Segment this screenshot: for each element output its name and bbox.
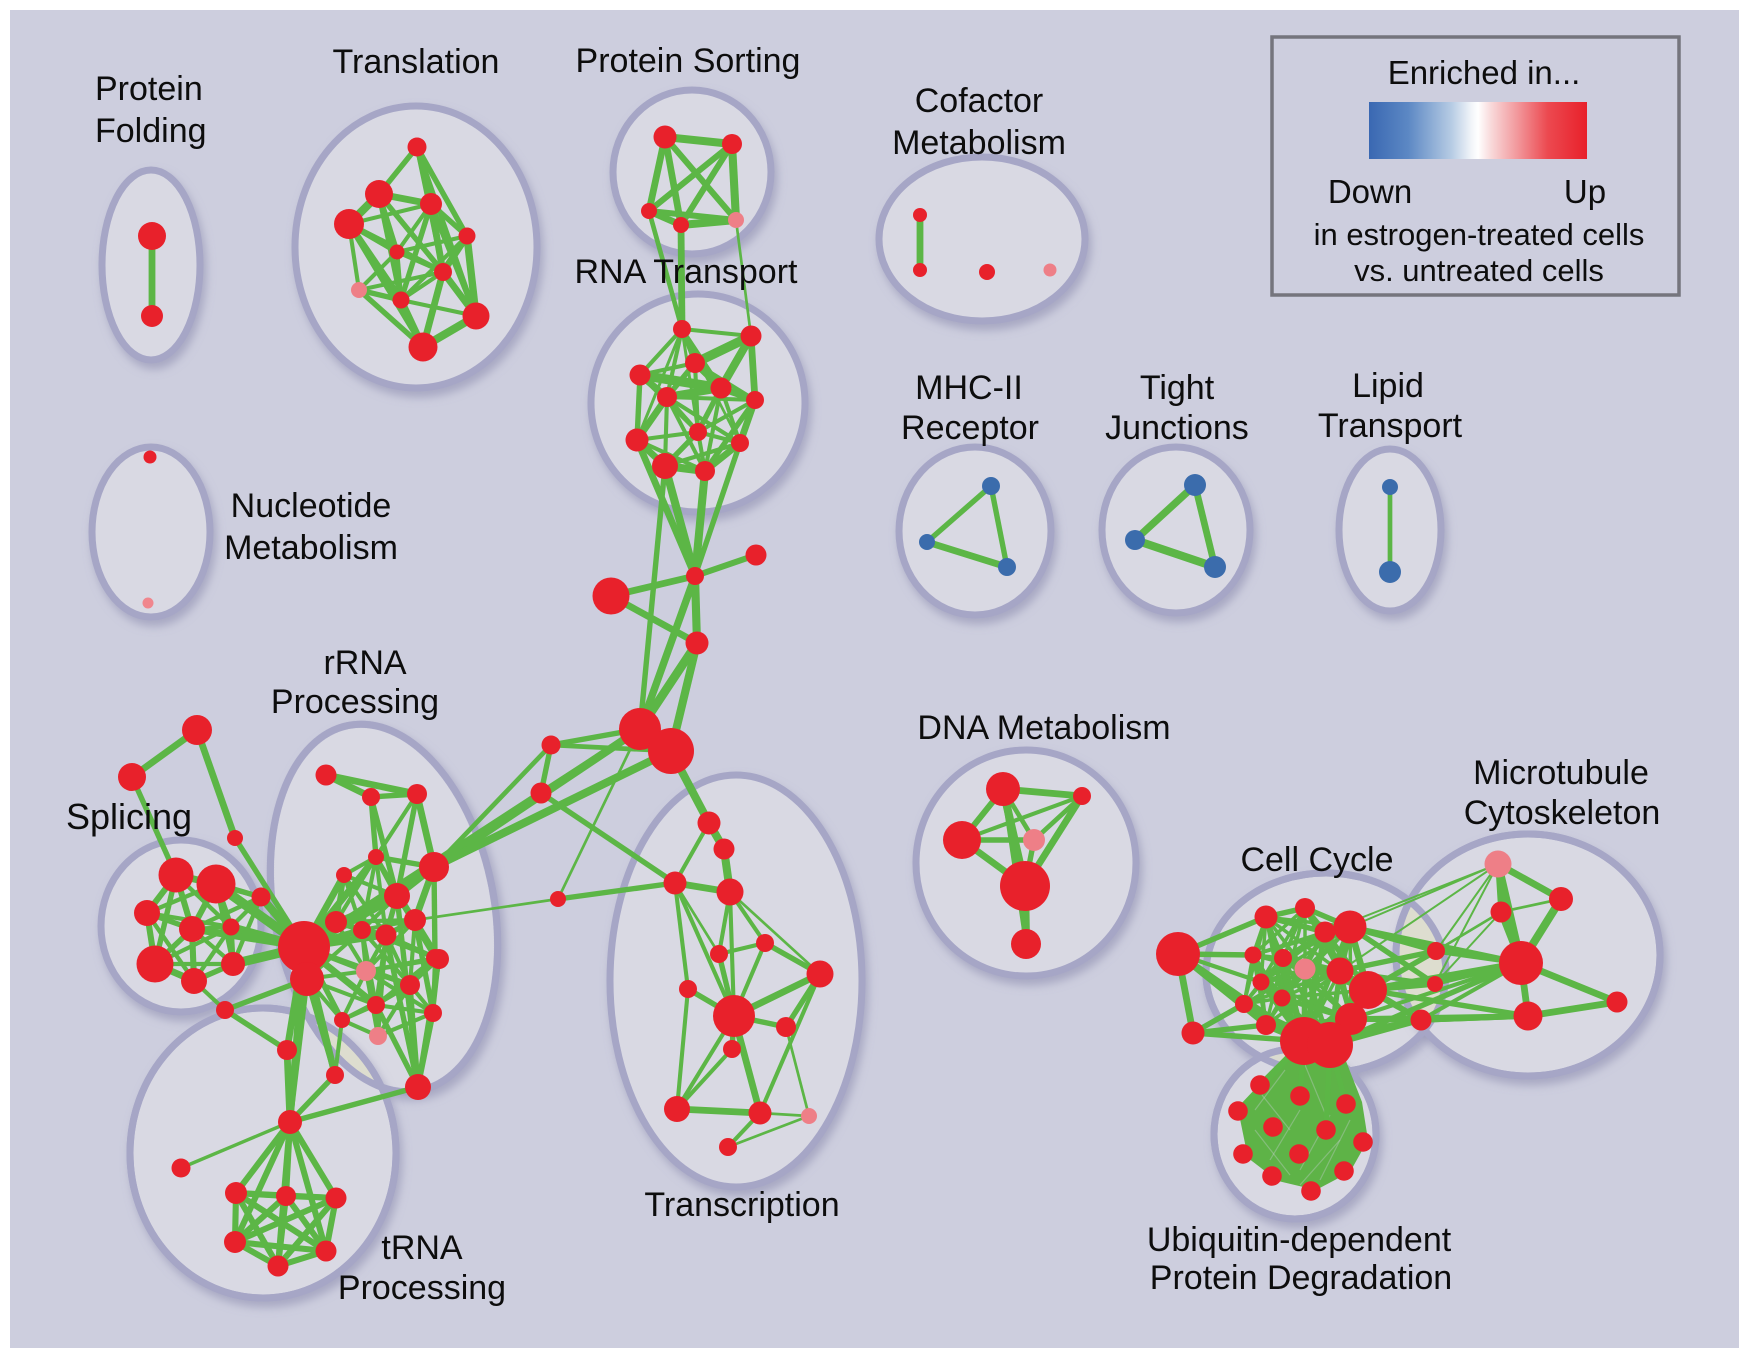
svg-text:Junctions: Junctions bbox=[1105, 409, 1249, 447]
svg-text:Processing: Processing bbox=[338, 1269, 506, 1307]
svg-text:Down: Down bbox=[1328, 173, 1412, 210]
svg-text:Microtubule: Microtubule bbox=[1473, 754, 1649, 792]
svg-text:Protein Degradation: Protein Degradation bbox=[1150, 1259, 1452, 1297]
svg-text:Protein Sorting: Protein Sorting bbox=[576, 42, 801, 80]
svg-text:Splicing: Splicing bbox=[66, 796, 192, 837]
svg-text:in estrogen-treated cells: in estrogen-treated cells bbox=[1314, 217, 1645, 252]
svg-text:MHC-II: MHC-II bbox=[915, 369, 1023, 407]
svg-text:Cytoskeleton: Cytoskeleton bbox=[1464, 794, 1661, 832]
svg-text:Transport: Transport bbox=[1318, 407, 1463, 445]
svg-text:DNA Metabolism: DNA Metabolism bbox=[917, 709, 1170, 747]
svg-text:RNA Transport: RNA Transport bbox=[575, 253, 799, 291]
svg-text:Up: Up bbox=[1564, 173, 1606, 210]
svg-text:Metabolism: Metabolism bbox=[892, 124, 1066, 162]
svg-text:Transcription: Transcription bbox=[644, 1186, 839, 1224]
svg-text:Enriched in...: Enriched in... bbox=[1388, 54, 1581, 91]
svg-text:Ubiquitin-dependent: Ubiquitin-dependent bbox=[1147, 1221, 1452, 1259]
svg-text:Processing: Processing bbox=[271, 683, 439, 721]
svg-text:tRNA: tRNA bbox=[381, 1229, 463, 1267]
svg-text:Lipid: Lipid bbox=[1352, 367, 1424, 405]
svg-text:Folding: Folding bbox=[95, 112, 207, 150]
svg-text:Cofactor: Cofactor bbox=[915, 82, 1044, 120]
svg-text:Receptor: Receptor bbox=[901, 409, 1039, 447]
svg-text:Tight: Tight bbox=[1140, 369, 1215, 407]
svg-text:Cell Cycle: Cell Cycle bbox=[1240, 841, 1393, 879]
svg-text:Protein: Protein bbox=[95, 70, 203, 108]
svg-text:Translation: Translation bbox=[333, 43, 500, 81]
svg-text:Nucleotide: Nucleotide bbox=[231, 487, 392, 525]
svg-text:vs. untreated cells: vs. untreated cells bbox=[1354, 253, 1604, 288]
svg-text:Metabolism: Metabolism bbox=[224, 529, 398, 567]
svg-text:rRNA: rRNA bbox=[323, 644, 406, 682]
